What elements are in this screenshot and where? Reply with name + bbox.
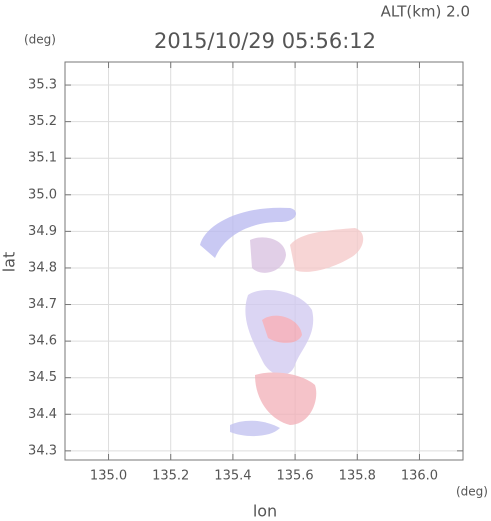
echo-red-south — [255, 372, 317, 425]
y-tick-label: 34.3 — [28, 443, 57, 458]
echo-mixed-core — [250, 237, 286, 273]
echo-red-patch — [262, 315, 302, 343]
y-tick-label: 35.0 — [28, 187, 57, 202]
y-tick-label: 34.4 — [28, 407, 57, 422]
echo-field — [200, 207, 364, 437]
y-tick-label: 34.9 — [28, 224, 57, 239]
x-tick-label: 135.0 — [90, 469, 127, 484]
echo-red-area — [290, 228, 364, 272]
y-tick-label: 34.7 — [28, 297, 57, 312]
y-tick-label: 35.3 — [28, 78, 57, 93]
altitude-label: ALT(km) 2.0 — [381, 3, 470, 21]
echo-blue-south — [230, 420, 280, 437]
y-tick-label: 35.1 — [28, 151, 57, 166]
x-tick-label: 135.2 — [152, 469, 189, 484]
plot-frame — [64, 61, 464, 461]
y-tick-label: 34.6 — [28, 334, 57, 349]
x-unit: (deg) — [456, 485, 488, 499]
chart-title: 2015/10/29 05:56:12 — [154, 29, 376, 53]
y-axis-label: lat — [0, 252, 19, 273]
x-axis-label: lon — [253, 502, 277, 521]
x-tick-label: 136.0 — [401, 469, 438, 484]
y-tick-label: 35.2 — [28, 114, 57, 129]
x-tick-label: 135.6 — [276, 469, 313, 484]
echo-blue-arc — [200, 207, 296, 258]
y-tick-label: 34.8 — [28, 260, 57, 275]
y-tick-label: 34.5 — [28, 370, 57, 385]
y-unit: (deg) — [24, 33, 56, 47]
x-tick-label: 135.4 — [214, 469, 251, 484]
x-tick-label: 135.8 — [339, 469, 376, 484]
